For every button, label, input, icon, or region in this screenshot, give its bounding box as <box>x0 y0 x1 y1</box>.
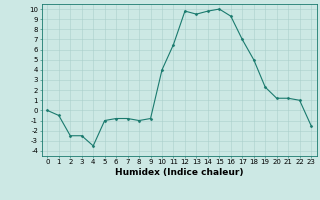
X-axis label: Humidex (Indice chaleur): Humidex (Indice chaleur) <box>115 168 244 177</box>
